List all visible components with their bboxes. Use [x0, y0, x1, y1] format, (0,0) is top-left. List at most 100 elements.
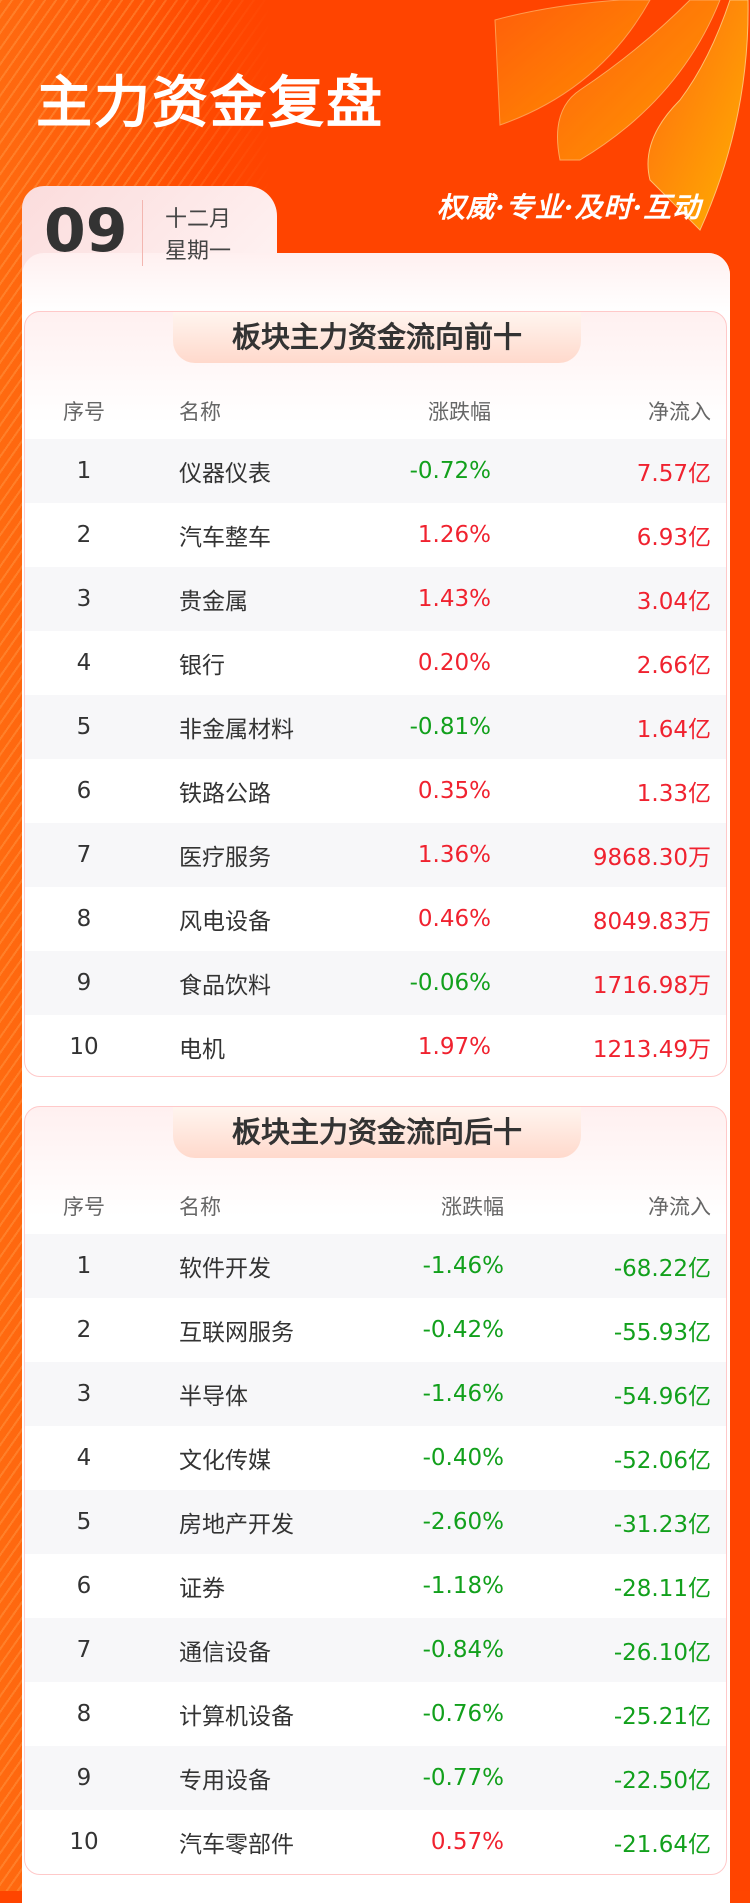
- header-index: 序号: [63, 400, 105, 424]
- row-change: -0.81%: [409, 714, 491, 740]
- table-row: 4 文化传媒 -0.40% -52.06亿: [25, 1426, 726, 1490]
- row-change: 0.46%: [417, 906, 491, 932]
- row-name: 非金属材料: [179, 717, 294, 743]
- row-index: 3: [76, 1381, 92, 1407]
- table-row: 3 贵金属 1.43% 3.04亿: [25, 567, 726, 631]
- date-day: 09: [44, 196, 128, 266]
- row-index: 6: [76, 778, 92, 804]
- row-index: 10: [69, 1034, 99, 1060]
- row-net-inflow: 1213.49万: [592, 1037, 711, 1063]
- row-change: 1.43%: [417, 586, 491, 612]
- row-net-inflow: -22.50亿: [613, 1768, 711, 1794]
- panel-title: 板块主力资金流向后十: [173, 1107, 581, 1158]
- row-change: 1.36%: [417, 842, 491, 868]
- row-name: 电机: [179, 1037, 225, 1063]
- header-change: 涨跌幅: [441, 1195, 504, 1219]
- row-index: 1: [76, 1253, 92, 1279]
- row-net-inflow: 7.57亿: [636, 461, 711, 487]
- row-net-inflow: -28.11亿: [613, 1576, 711, 1602]
- header-index: 序号: [63, 1195, 105, 1219]
- row-name: 软件开发: [179, 1256, 271, 1282]
- row-net-inflow: 3.04亿: [636, 589, 711, 615]
- row-index: 7: [76, 842, 92, 868]
- top-inflow-panel: 板块主力资金流向前十 序号 名称 涨跌幅 净流入 1 仪器仪表 -0.72% 7.57…: [24, 311, 727, 1077]
- row-net-inflow: -54.96亿: [613, 1384, 711, 1410]
- table-row: 8 计算机设备 -0.76% -25.21亿: [25, 1682, 726, 1746]
- header-net-inflow: 净流入: [648, 400, 711, 424]
- row-net-inflow: 1716.98万: [592, 973, 711, 999]
- row-name: 食品饮料: [179, 973, 271, 999]
- row-change: -1.46%: [422, 1253, 504, 1279]
- row-change: -0.06%: [409, 970, 491, 996]
- row-change: -0.84%: [422, 1637, 504, 1663]
- table-row: 9 专用设备 -0.77% -22.50亿: [25, 1746, 726, 1810]
- row-name: 汽车零部件: [179, 1832, 294, 1858]
- table-row: 1 软件开发 -1.46% -68.22亿: [25, 1234, 726, 1298]
- table-row: 3 半导体 -1.46% -54.96亿: [25, 1362, 726, 1426]
- row-net-inflow: 1.33亿: [636, 781, 711, 807]
- card-top-gradient: [22, 253, 730, 313]
- page-title: 主力资金复盘: [36, 71, 384, 136]
- row-index: 2: [76, 1317, 92, 1343]
- row-change: 0.57%: [430, 1829, 504, 1855]
- row-index: 4: [76, 1445, 92, 1471]
- row-index: 4: [76, 650, 92, 676]
- row-net-inflow: 1.64亿: [636, 717, 711, 743]
- row-net-inflow: -26.10亿: [613, 1640, 711, 1666]
- row-index: 7: [76, 1637, 92, 1663]
- decorative-swoosh: [494, 0, 749, 231]
- table-header: 序号 名称 涨跌幅 净流入: [25, 1186, 726, 1226]
- table-row: 10 汽车零部件 0.57% -21.64亿: [25, 1810, 726, 1874]
- table-row: 5 非金属材料 -0.81% 1.64亿: [25, 695, 726, 759]
- row-net-inflow: 6.93亿: [636, 525, 711, 551]
- row-index: 8: [76, 1701, 92, 1727]
- row-name: 汽车整车: [179, 525, 271, 551]
- table-row: 7 通信设备 -0.84% -26.10亿: [25, 1618, 726, 1682]
- row-name: 专用设备: [179, 1768, 271, 1794]
- row-change: -0.40%: [422, 1445, 504, 1471]
- row-net-inflow: -31.23亿: [613, 1512, 711, 1538]
- row-name: 仪器仪表: [179, 461, 271, 487]
- row-change: -1.18%: [422, 1573, 504, 1599]
- row-change: 0.35%: [417, 778, 491, 804]
- row-net-inflow: -52.06亿: [613, 1448, 711, 1474]
- row-name: 铁路公路: [179, 781, 271, 807]
- header-net-inflow: 净流入: [648, 1195, 711, 1219]
- row-change: 1.97%: [417, 1034, 491, 1060]
- panel-title: 板块主力资金流向前十: [173, 312, 581, 363]
- row-net-inflow: -55.93亿: [613, 1320, 711, 1346]
- row-name: 风电设备: [179, 909, 271, 935]
- row-change: 0.20%: [417, 650, 491, 676]
- row-change: -0.77%: [422, 1765, 504, 1791]
- row-index: 6: [76, 1573, 92, 1599]
- row-net-inflow: -21.64亿: [613, 1832, 711, 1858]
- row-name: 通信设备: [179, 1640, 271, 1666]
- row-index: 9: [76, 970, 92, 996]
- table-header: 序号 名称 涨跌幅 净流入: [25, 391, 726, 431]
- table-row: 2 互联网服务 -0.42% -55.93亿: [25, 1298, 726, 1362]
- row-net-inflow: 9868.30万: [592, 845, 711, 871]
- row-name: 贵金属: [179, 589, 248, 615]
- date-month: 十二月: [165, 207, 232, 232]
- row-net-inflow: 2.66亿: [636, 653, 711, 679]
- row-change: 1.26%: [417, 522, 491, 548]
- row-index: 5: [76, 1509, 92, 1535]
- row-index: 9: [76, 1765, 92, 1791]
- row-change: -0.76%: [422, 1701, 504, 1727]
- row-name: 互联网服务: [179, 1320, 294, 1346]
- date-divider: [142, 200, 143, 266]
- header-name: 名称: [179, 400, 221, 424]
- row-index: 10: [69, 1829, 99, 1855]
- table-row: 7 医疗服务 1.36% 9868.30万: [25, 823, 726, 887]
- table-row: 5 房地产开发 -2.60% -31.23亿: [25, 1490, 726, 1554]
- slogan: 权威·专业·及时·互动: [437, 191, 702, 224]
- row-change: -0.42%: [422, 1317, 504, 1343]
- row-net-inflow: -68.22亿: [613, 1256, 711, 1282]
- row-name: 文化传媒: [179, 1448, 271, 1474]
- header-name: 名称: [179, 1195, 221, 1219]
- table-row: 10 电机 1.97% 1213.49万: [25, 1015, 726, 1076]
- row-change: -1.46%: [422, 1381, 504, 1407]
- date-weekday: 星期一: [165, 239, 232, 264]
- bottom-inflow-panel: 板块主力资金流向后十 序号 名称 涨跌幅 净流入 1 软件开发 -1.46% -68.…: [24, 1106, 727, 1875]
- row-change: -2.60%: [422, 1509, 504, 1535]
